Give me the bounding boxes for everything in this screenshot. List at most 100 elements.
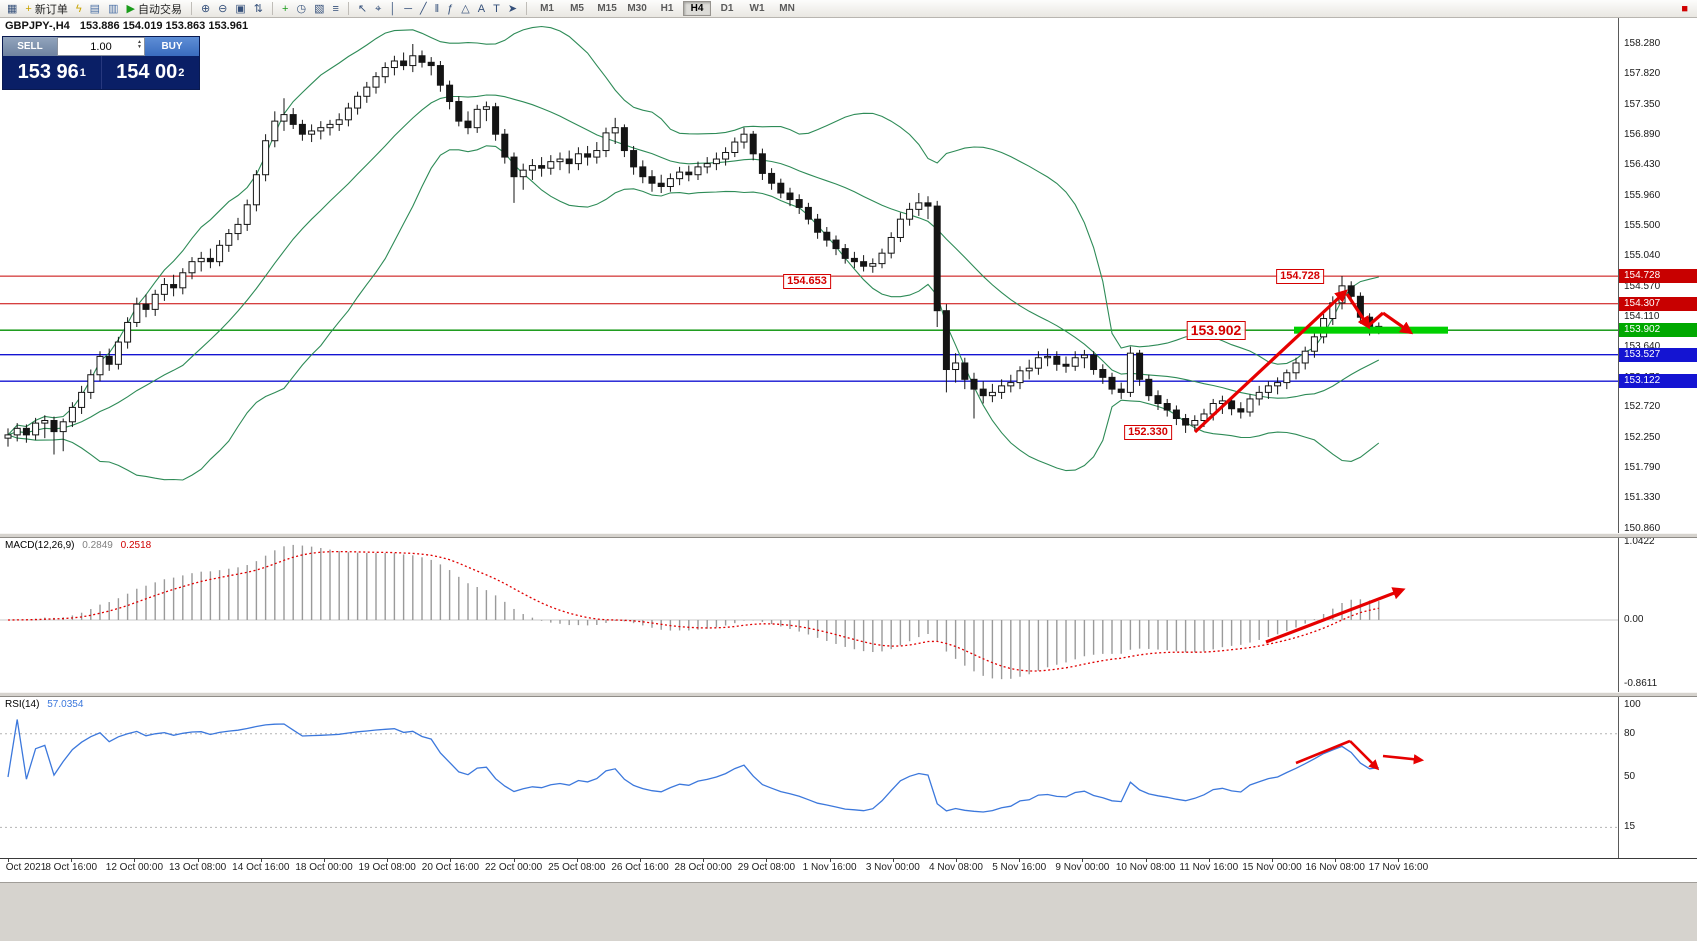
time-axis-tick: [1208, 859, 1210, 862]
cursor-icon[interactable]: ↖: [355, 1, 370, 17]
time-axis-label: 5 Nov 16:00: [992, 862, 1047, 873]
time-axis-tick: [387, 859, 389, 862]
toolbar-button-label: 自动交易: [137, 3, 182, 16]
price-tick-label: 158.280: [1624, 38, 1661, 49]
ask-price: 154 00: [116, 61, 178, 83]
shapes-icon-glyph: △: [461, 2, 470, 15]
price-tick-label: 155.500: [1624, 219, 1661, 231]
panel-divider[interactable]: [0, 692, 1697, 697]
templates-icon[interactable]: ▧: [311, 1, 327, 17]
trendline-icon[interactable]: ╱: [417, 1, 430, 17]
ask-price-button[interactable]: 154 00 2: [102, 56, 200, 89]
zoom-in-icon[interactable]: ⊕: [198, 1, 213, 17]
time-axis-tick: [324, 859, 325, 862]
timeframe-m15-button[interactable]: M15: [597, 3, 617, 14]
tile-windows-icon[interactable]: ▣: [232, 1, 248, 17]
text-icon[interactable]: A: [475, 1, 488, 17]
time-axis-label: 9 Nov 00:00: [1055, 862, 1110, 873]
time-axis-label: 16 Nov 08:00: [1305, 862, 1365, 873]
sell-button[interactable]: SELL: [3, 37, 57, 56]
timeframe-m5-button[interactable]: M5: [570, 3, 584, 14]
price-annotation-flag: 152.330: [1124, 425, 1172, 441]
price-tick-label: 152.250: [1624, 432, 1661, 444]
navigator-icon[interactable]: ▥: [105, 1, 121, 17]
bid-price-button[interactable]: 153 96 1: [3, 56, 102, 89]
price-annotation-flag: 154.728: [1276, 268, 1324, 284]
time-axis-tick: [703, 859, 705, 862]
auto-trading-button[interactable]: ▶ 自动交易: [123, 1, 184, 17]
price-level-badge: 154.728: [1619, 269, 1697, 284]
lot-spinner[interactable]: ▲ ▼: [137, 40, 142, 50]
time-axis-tick: [450, 859, 452, 862]
timeframe-mn-button[interactable]: MN: [779, 3, 795, 14]
timeframe-h4-button[interactable]: H4: [683, 1, 712, 16]
time-axis-tick: [892, 859, 894, 862]
new-order-button[interactable]: + 新订单: [22, 1, 70, 17]
lot-size-input[interactable]: 1.00 ▲ ▼: [57, 37, 145, 56]
bid-price-pip: 1: [79, 66, 86, 79]
rsi-axis-label: 15: [1624, 821, 1636, 833]
rsi-axis-label: 80: [1624, 727, 1636, 739]
time-axis-tick: [829, 859, 831, 862]
label-icon[interactable]: T: [490, 1, 503, 17]
zoom-out-icon[interactable]: ⊖: [215, 1, 230, 17]
crosshair-icon-glyph: ⌖: [375, 2, 382, 15]
macd-indicator-label: MACD(12,26,9) 0.2849 0.2518: [5, 540, 151, 551]
crosshair-icon[interactable]: ⌖: [372, 1, 384, 17]
chart-window-icon[interactable]: ▦: [4, 1, 20, 17]
chart-properties-icon[interactable]: ≡: [329, 1, 341, 17]
timeframe-h1-button[interactable]: H1: [660, 3, 674, 14]
time-axis-label: 11 Nov 16:00: [1179, 862, 1239, 873]
timeframe-w1-button[interactable]: W1: [749, 3, 765, 14]
indicators-add-icon[interactable]: +: [279, 1, 291, 17]
time-axis-label: 12 Oct 00:00: [105, 862, 164, 873]
vertical-line-icon[interactable]: │: [386, 1, 399, 17]
toolbar-button-label: 新订单: [34, 3, 68, 16]
arrow-object-icon[interactable]: ➤: [505, 1, 520, 17]
buy-button[interactable]: BUY: [145, 37, 199, 56]
trend-arrow: [1295, 739, 1351, 765]
trend-arrow: [1349, 740, 1380, 771]
price-level-badge: 153.527: [1619, 347, 1697, 362]
price-tick-label: 156.890: [1624, 128, 1661, 140]
shapes-icon[interactable]: △: [458, 1, 472, 17]
time-axis-label: 26 Oct 16:00: [611, 862, 669, 873]
trend-arrow: [1265, 587, 1406, 644]
one-click-trading-icon-glyph: ϟ: [75, 2, 82, 15]
market-watch-icon[interactable]: ▤: [87, 1, 103, 17]
horizontal-line-icon[interactable]: ─: [401, 1, 415, 17]
one-click-trading-panel: SELL 1.00 ▲ ▼ BUY 153 96 1 154 00 2: [2, 36, 200, 90]
rsi-line: [7, 719, 1379, 813]
navigator-icon-glyph: ▥: [108, 2, 119, 15]
chart-title: GBPJPY-,H4 153.886 154.019 153.863 153.9…: [5, 20, 248, 32]
spinner-down-icon[interactable]: ▼: [137, 44, 142, 50]
price-axis[interactable]: [1618, 18, 1697, 882]
trend-arrow: [1382, 754, 1425, 765]
macd-name: MACD(12,26,9): [5, 540, 75, 551]
timeframe-m1-button[interactable]: M1: [540, 3, 554, 14]
spinner-up-icon[interactable]: ▲: [137, 39, 142, 45]
one-click-trading-icon[interactable]: ϟ: [73, 1, 85, 17]
rsi-panel-canvas[interactable]: [0, 697, 1618, 858]
periods-icon[interactable]: ◷: [293, 1, 309, 17]
timeframe-d1-button[interactable]: D1: [720, 3, 734, 14]
chart-window-icon-glyph: ▦: [7, 2, 18, 15]
price-tick-label: 153.640: [1624, 341, 1660, 352]
equidistant-channel-icon[interactable]: ‖: [432, 1, 443, 17]
price-level-badge: 153.902: [1619, 323, 1697, 338]
macd-panel-canvas[interactable]: [0, 538, 1618, 692]
rsi-name: RSI(14): [5, 699, 40, 710]
toolbar-separator: [347, 2, 349, 15]
arrange-windows-icon[interactable]: ⇅: [251, 1, 266, 17]
timeframe-m30-button[interactable]: M30: [627, 3, 647, 14]
macd-axis-label: -0.8611: [1624, 678, 1658, 690]
zoom-out-icon-glyph: ⊖: [218, 2, 228, 15]
toolbar-separator: [190, 2, 192, 15]
time-axis[interactable]: [0, 858, 1697, 882]
price-tick-label: 150.860: [1624, 523, 1661, 534]
panel-divider[interactable]: [0, 533, 1697, 538]
fibonacci-icon[interactable]: ƒ: [444, 1, 456, 17]
alert-icon[interactable]: ■: [1681, 2, 1688, 15]
time-axis-label: 4 Nov 08:00: [929, 862, 983, 873]
